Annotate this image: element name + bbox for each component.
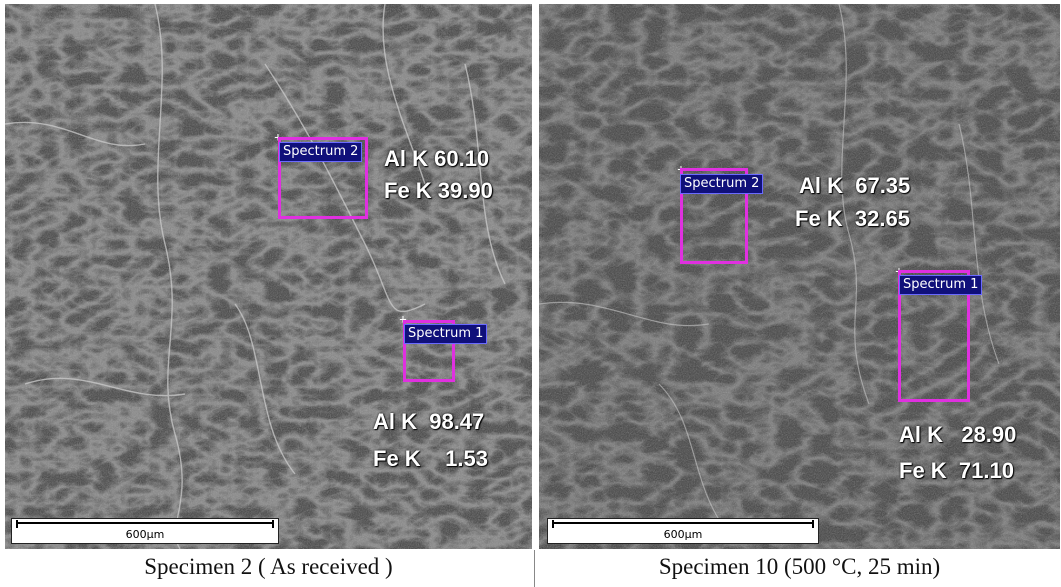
spectrum-1-region [898, 270, 970, 402]
scale-bar-label: 600µm [663, 528, 703, 541]
spectrum-2-region [680, 168, 748, 264]
spectrum-2-tag: Spectrum 2 [279, 142, 363, 162]
sem-image-left: + Spectrum 2 Al K 60.10 Fe K 39.90 + Spe… [5, 4, 532, 549]
spectrum-2-al-value: Al K 67.35 [799, 173, 911, 198]
spectrum-2-fe-value: Fe K 32.65 [795, 206, 910, 231]
scale-bar-line [16, 522, 274, 524]
scale-bar-left: 600µm [11, 518, 279, 544]
spectrum-1-al-value: Al K 98.47 [373, 409, 485, 434]
crosshair-spectrum-1-marker: + [399, 312, 407, 326]
spectrum-1-region [403, 320, 455, 382]
caption-separator [534, 550, 535, 587]
spectrum-2-al-value: Al K 60.10 [384, 146, 490, 171]
crosshair-spectrum-2-marker: + [274, 130, 282, 144]
spectrum-2-region [278, 137, 368, 219]
spectrum-1-tag: Spectrum 1 [899, 275, 983, 295]
spectrum-2-tag: Spectrum 2 [680, 174, 764, 194]
panel-divider [534, 0, 537, 587]
caption-specimen-2: Specimen 2 ( As received ) [144, 554, 393, 579]
spectrum-1-tag: Spectrum 1 [404, 324, 488, 344]
spectrum-1-al-value: Al K 28.90 [899, 422, 1017, 447]
scale-bar-tick-end [272, 520, 274, 528]
scale-bar-line [552, 522, 814, 524]
scale-bar-tick-end [812, 520, 814, 528]
spectrum-1-fe-value: Fe K 1.53 [373, 446, 488, 471]
scale-bar-tick-start [16, 520, 18, 528]
spectrum-2-fe-value: Fe K 39.90 [384, 178, 493, 203]
sem-image-right: + Spectrum 2 Al K 67.35 Fe K 32.65 + Spe… [539, 4, 1060, 549]
scale-bar-label: 600µm [125, 528, 165, 541]
scale-bar-tick-start [552, 520, 554, 528]
scale-bar-right: 600µm [547, 518, 819, 544]
spectrum-1-fe-value: Fe K 71.10 [899, 458, 1014, 483]
sem-micrograph-left [5, 4, 532, 549]
caption-specimen-10: Specimen 10 (500 °C, 25 min) [658, 554, 941, 579]
